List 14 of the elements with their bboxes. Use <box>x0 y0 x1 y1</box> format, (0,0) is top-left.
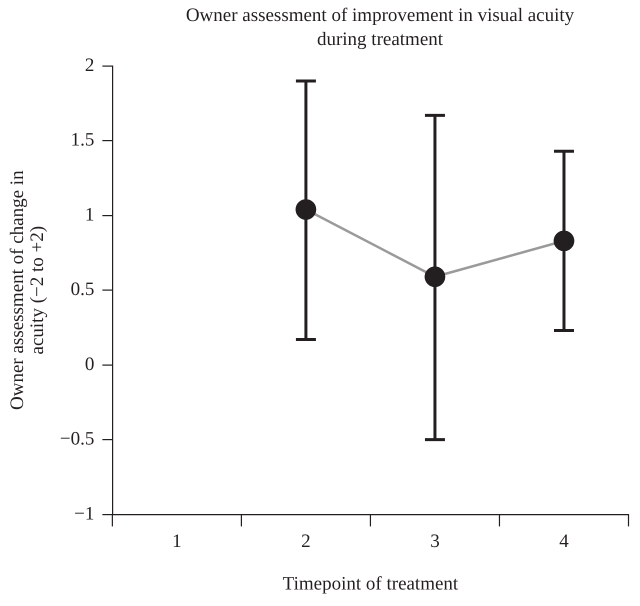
y-axis-title: Owner assessment of change in acuity (−2 to +2) <box>6 170 48 410</box>
y-tick-label: 1.5 <box>70 130 94 151</box>
y-tick-label: −0.5 <box>60 428 94 450</box>
x-tick-label: 1 <box>172 530 182 552</box>
y-tick-label: 1 <box>84 204 94 226</box>
x-tick-label: 4 <box>559 530 570 552</box>
y-tick-label: 0 <box>84 354 94 375</box>
x-tick-label: 3 <box>430 530 440 552</box>
x-axis-title: Timepoint of treatment <box>282 574 459 595</box>
y-tick-label: 0.5 <box>70 279 94 300</box>
y-tick-label: 2 <box>84 54 94 76</box>
chart-title: Owner assessment of improvement in visual acuity during treatment <box>184 4 576 52</box>
y-tick-label: −1 <box>74 503 94 524</box>
x-tick-label: 2 <box>301 530 311 552</box>
